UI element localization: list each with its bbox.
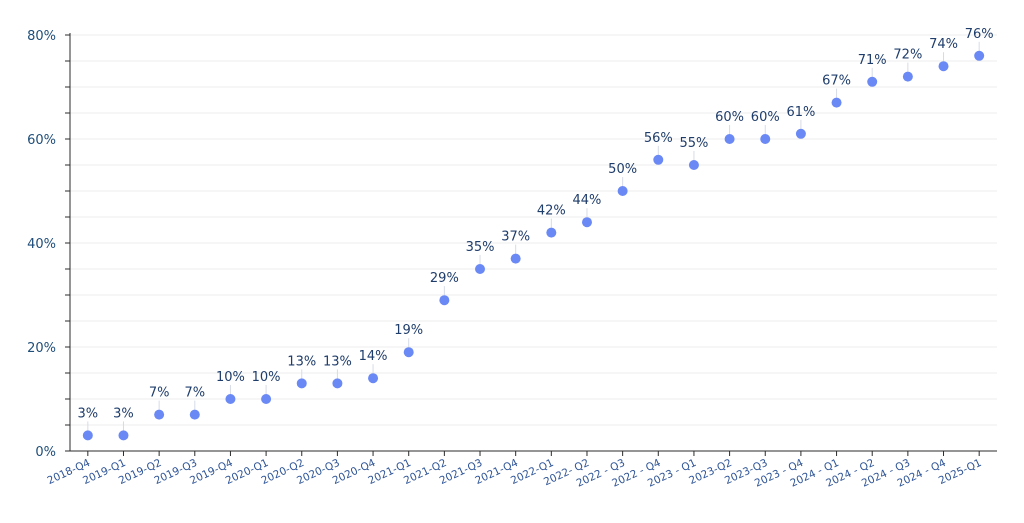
data-point[interactable] [368,373,379,384]
data-label: 7% [149,386,170,401]
data-label: 13% [323,354,352,369]
data-point[interactable] [296,378,307,389]
data-point[interactable] [760,134,771,144]
y-tick-label: 40% [27,237,56,252]
y-tick-label: 80% [27,29,56,44]
data-label: 3% [113,406,134,421]
y-tick-label: 0% [35,445,56,460]
y-tick-labels: 0% 20% 40% 60% 80% [27,29,56,460]
data-label: 55% [679,136,708,151]
data-label: 14% [359,349,388,364]
data-point[interactable] [189,409,200,420]
data-label: 60% [751,110,780,125]
data-label: 37% [501,230,530,245]
data-labels: 3% 3% 7% 7% 10% 10% 13% 13% 14% 19% 29% 35% 37% 42% 44… [78,27,994,422]
data-point[interactable] [617,186,628,196]
label-leaders [87,41,980,431]
y-tick-label: 20% [27,341,56,356]
data-point[interactable] [332,378,343,389]
data-point[interactable] [475,264,486,274]
data-label: 74% [929,37,958,52]
data-label: 61% [786,105,815,120]
data-label: 10% [216,370,245,385]
data-label: 44% [573,193,602,208]
data-point[interactable] [225,394,236,404]
data-point[interactable] [439,295,450,306]
data-label: 50% [608,162,637,177]
data-point[interactable] [831,97,842,108]
data-label: 67% [822,74,851,89]
data-label: 3% [78,406,99,421]
data-point[interactable] [546,227,557,238]
data-point[interactable] [974,50,985,61]
data-point[interactable] [688,160,699,170]
data-point[interactable] [118,430,129,441]
data-point[interactable] [938,61,949,72]
data-label: 71% [858,53,887,68]
data-point[interactable] [867,76,878,87]
data-label: 72% [893,48,922,63]
gridlines [70,34,997,426]
data-points [82,50,985,441]
data-label: 76% [965,27,994,42]
data-label: 60% [715,110,744,125]
data-label: 56% [644,131,673,146]
data-point[interactable] [403,347,414,358]
data-point[interactable] [261,394,272,404]
data-point[interactable] [154,409,165,420]
data-point[interactable] [581,217,592,228]
data-label: 29% [430,271,459,286]
data-label: 42% [537,204,566,219]
data-label: 10% [252,370,281,385]
data-point[interactable] [653,154,664,165]
data-point[interactable] [902,71,913,82]
y-tick-label: 60% [27,133,56,148]
data-point[interactable] [510,253,521,264]
data-label: 7% [184,386,205,401]
data-label: 19% [394,323,423,338]
data-label: 35% [466,240,495,255]
data-point[interactable] [795,128,806,139]
data-point[interactable] [724,134,735,144]
x-tick-labels: 2018-Q42019-Q12019-Q22019-Q32019-Q42020-… [45,457,983,490]
axes [65,33,997,456]
data-label: 13% [287,354,316,369]
data-point[interactable] [82,430,93,441]
